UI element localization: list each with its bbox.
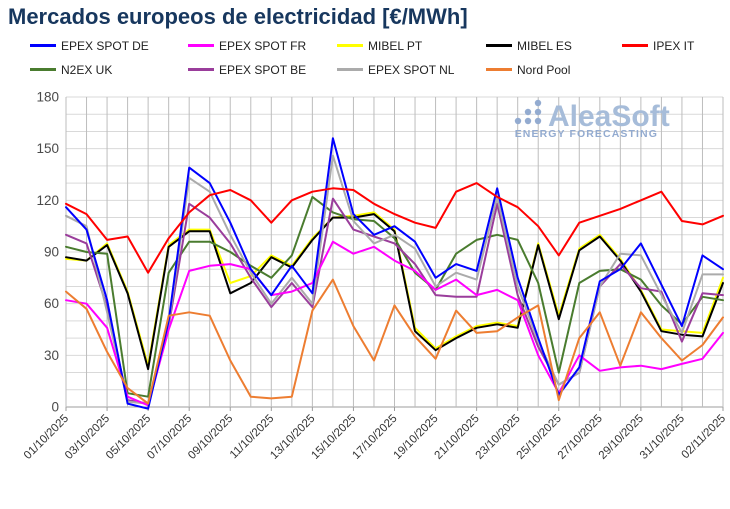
series-color-swatch (486, 68, 512, 71)
y-axis-tick-label: 60 (44, 296, 59, 311)
y-axis-tick-label: 0 (51, 400, 59, 415)
watermark-logo-text: AleaSoft (548, 100, 670, 133)
legend-label: Nord Pool (517, 62, 571, 77)
series-color-swatch (188, 44, 214, 47)
aleasoft-dots-icon (514, 117, 522, 125)
x-axis-tick-label: 09/10/2025 (186, 413, 235, 462)
series-color-swatch (486, 44, 512, 47)
series-color-swatch (337, 44, 363, 47)
legend-item-n2ex-uk: N2EX UK (30, 62, 188, 77)
y-axis-tick-label: 30 (44, 348, 59, 363)
legend-item-epex-spot-de: EPEX SPOT DE (30, 38, 188, 53)
aleasoft-dots-icon (524, 108, 532, 116)
legend-item-nord-pool: Nord Pool (486, 62, 622, 77)
legend-label: MIBEL PT (368, 38, 423, 53)
legend: EPEX SPOT DE EPEX SPOT FR MIBEL PT MIBEL… (30, 38, 724, 77)
legend-item-ipex-it: IPEX IT (622, 38, 724, 53)
x-axis-tick-label: 02/11/2025 (680, 413, 729, 462)
series-line-mibel-pt (65, 211, 724, 367)
y-axis-tick-label: 150 (36, 141, 59, 156)
series-color-swatch (337, 68, 363, 71)
aleasoft-dots-icon (534, 108, 542, 116)
series-line-epex-spot-be (65, 197, 724, 405)
y-axis-tick-label: 90 (44, 245, 59, 260)
y-axis-tick-label: 180 (36, 90, 59, 105)
series-color-swatch (30, 68, 56, 71)
series-line-ipex-it (65, 182, 724, 274)
x-axis-tick-label: 31/10/2025 (638, 413, 687, 462)
aleasoft-dots-icon (534, 117, 542, 125)
series-color-swatch (30, 44, 56, 47)
series-line-nord-pool (65, 278, 724, 405)
legend-label: EPEX SPOT BE (219, 62, 307, 77)
chart-title: Mercados europeos de electricidad [€/MWh… (8, 4, 468, 29)
aleasoft-dots-icon (524, 117, 532, 125)
legend-label: EPEX SPOT NL (368, 62, 455, 77)
legend-item-mibel-pt: MIBEL PT (337, 38, 486, 53)
legend-item-epex-spot-nl: EPEX SPOT NL (337, 62, 486, 77)
legend-item-epex-spot-fr: EPEX SPOT FR (188, 38, 337, 53)
series-line-mibel-es (65, 213, 724, 371)
legend-label: EPEX SPOT DE (61, 38, 149, 53)
legend-label: IPEX IT (653, 38, 695, 53)
series-line-epex-spot-de (65, 137, 724, 410)
legend-label: EPEX SPOT FR (219, 38, 307, 53)
series-line-epex-spot-fr (65, 240, 724, 407)
legend-label: MIBEL ES (517, 38, 572, 53)
series-color-swatch (188, 68, 214, 71)
aleasoft-dots-icon (534, 99, 542, 107)
y-axis-tick-label: 120 (36, 193, 59, 208)
series-color-swatch (622, 44, 648, 47)
legend-item-mibel-es: MIBEL ES (486, 38, 622, 53)
watermark-tagline: ENERGY FORECASTING (515, 128, 658, 140)
legend-item-epex-spot-be: EPEX SPOT BE (188, 62, 337, 77)
legend-label: N2EX UK (61, 62, 113, 77)
